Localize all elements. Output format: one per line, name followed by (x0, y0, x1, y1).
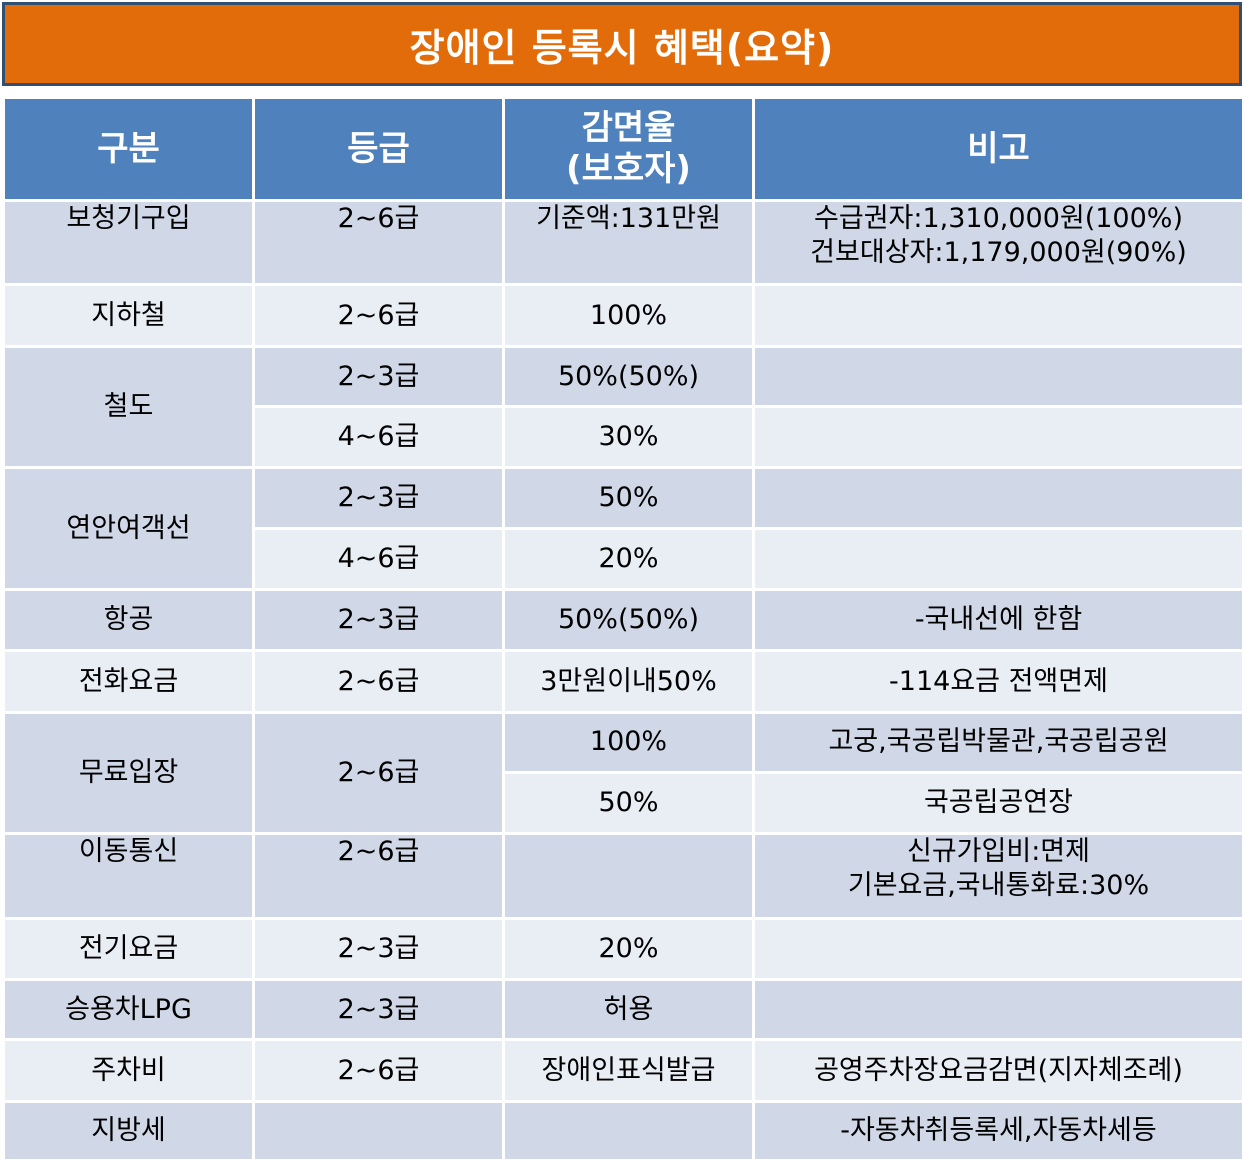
table-row: 4~6급 20% (4, 526, 1244, 592)
row-note (752, 405, 1244, 470)
row-rate: 100% (502, 283, 755, 348)
row-rate (502, 832, 755, 920)
row-category: 항공 (2, 587, 255, 653)
row-rate: 20% (502, 916, 755, 982)
row-note: -자동차취등록세,자동차세등 (752, 1099, 1244, 1163)
row-note: 국공립공연장 (752, 770, 1244, 836)
row-grade: 2~3급 (252, 344, 505, 409)
header-note: 비고 (752, 96, 1244, 202)
table-row: 전화요금 2~6급 3만원이내50% -114요금 전액면제 (2, 649, 1244, 714)
row-rate: 장애인표식발급 (502, 1038, 755, 1103)
row-grade: 2~6급 (252, 649, 505, 714)
row-rate: 50% (502, 466, 755, 530)
row-note-line2: 건보대상자:1,179,000원(90%) (810, 236, 1187, 268)
row-grade: 2~3급 (252, 587, 505, 653)
row-rate: 100% (502, 710, 755, 774)
table-row: 지방세 -자동차취등록세,자동차세등 (2, 1099, 1244, 1163)
table-row: 보청기구입 2~6급 기준액:131만원 수급권자:1,310,000원(100… (2, 198, 1244, 287)
table-row: 이동통신 2~6급 신규가입비:면제 기본요금,국내통화료:30% (2, 832, 1244, 920)
row-note (752, 283, 1244, 348)
row-note: -국내선에 한함 (752, 587, 1244, 653)
row-note: 신규가입비:면제 기본요금,국내통화료:30% (752, 832, 1244, 920)
row-grade: 2~6급 (252, 710, 505, 836)
table-row: 50% 국공립공연장 (4, 770, 1244, 836)
row-category: 전기요금 (2, 916, 255, 982)
row-grade: 2~6급 (252, 1038, 505, 1103)
row-category: 무료입장 (2, 710, 255, 836)
header-rate-line2: (보호자) (566, 149, 691, 189)
row-rate: 30% (502, 405, 755, 470)
row-note (752, 977, 1244, 1042)
row-rate: 3만원이내50% (502, 649, 755, 714)
row-note: 수급권자:1,310,000원(100%) 건보대상자:1,179,000원(9… (752, 198, 1244, 287)
row-category: 지방세 (2, 1099, 255, 1163)
row-rate: 50%(50%) (502, 344, 755, 409)
row-note-line1: 신규가입비:면제 (907, 836, 1090, 868)
table-row: 철도 2~3급 50%(50%) (2, 344, 1244, 470)
benefits-table: 구분 등급 감면율 (보호자) 비고 보청기구입 2~6급 기준액:131만원 … (2, 96, 1244, 1163)
row-category: 주차비 (2, 1038, 255, 1103)
row-grade: 2~3급 (252, 977, 505, 1042)
row-category: 이동통신 (2, 832, 255, 920)
row-note (752, 916, 1244, 982)
row-rate: 20% (502, 526, 755, 592)
table-row: 4~6급 30% (4, 405, 1244, 470)
table-row: 항공 2~3급 50%(50%) -국내선에 한함 (2, 587, 1244, 653)
table-row: 지하철 2~6급 100% (2, 283, 1244, 348)
row-grade (252, 1099, 505, 1163)
row-category: 지하철 (2, 283, 255, 348)
row-grade: 2~6급 (252, 283, 505, 348)
row-rate: 허용 (502, 977, 755, 1042)
row-category: 승용차LPG (2, 977, 255, 1042)
table-row: 전기요금 2~3급 20% (2, 916, 1244, 982)
table-row: 주차비 2~6급 장애인표식발급 공영주차장요금감면(지자체조례) (2, 1038, 1244, 1103)
row-note (752, 344, 1244, 409)
row-note: 공영주차장요금감면(지자체조례) (752, 1038, 1244, 1103)
row-note (752, 526, 1244, 592)
row-note-line2: 기본요금,국내통화료:30% (847, 870, 1150, 901)
row-grade: 4~6급 (252, 526, 505, 592)
row-category: 연안여객선 (2, 466, 255, 591)
row-note (752, 466, 1244, 530)
row-rate: 기준액:131만원 (502, 198, 755, 287)
header-rate: 감면율 (보호자) (502, 96, 755, 202)
header-rate-line1: 감면율 (581, 108, 676, 149)
page-title: 장애인 등록시 혜택(요약) (2, 2, 1242, 86)
row-rate: 50%(50%) (502, 587, 755, 653)
row-grade: 2~3급 (252, 916, 505, 982)
row-grade: 2~6급 (252, 198, 505, 287)
header-category: 구분 (2, 96, 255, 202)
table-row: 승용차LPG 2~3급 허용 (2, 977, 1244, 1042)
table-row: 무료입장 2~6급 100% 고궁,국공립박물관,국공립공원 (2, 710, 1244, 836)
row-grade: 2~3급 (252, 466, 505, 530)
row-note: 고궁,국공립박물관,국공립공원 (752, 710, 1244, 774)
row-rate: 50% (502, 770, 755, 836)
header-grade: 등급 (252, 96, 505, 202)
row-note-line1: 수급권자:1,310,000원(100%) (814, 203, 1183, 234)
row-rate (502, 1099, 755, 1163)
row-category: 보청기구입 (2, 198, 255, 287)
row-category: 전화요금 (2, 649, 255, 714)
row-grade: 4~6급 (252, 405, 505, 470)
table-row: 연안여객선 2~3급 50% (2, 466, 1244, 591)
row-note: -114요금 전액면제 (752, 649, 1244, 714)
table-header-row: 구분 등급 감면율 (보호자) 비고 (2, 96, 1244, 202)
row-category: 철도 (2, 344, 255, 470)
row-grade: 2~6급 (252, 832, 505, 920)
